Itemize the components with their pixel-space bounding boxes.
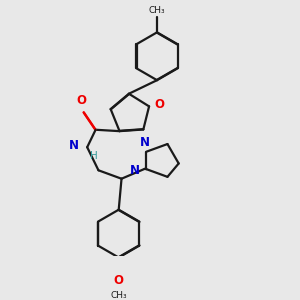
Text: N: N (130, 164, 140, 177)
Text: CH₃: CH₃ (149, 6, 165, 15)
Text: O: O (76, 94, 87, 107)
Text: O: O (114, 274, 124, 287)
Text: N: N (140, 136, 150, 149)
Text: CH₃: CH₃ (110, 291, 127, 300)
Text: H: H (90, 151, 98, 160)
Text: N: N (69, 139, 79, 152)
Text: O: O (154, 98, 164, 112)
